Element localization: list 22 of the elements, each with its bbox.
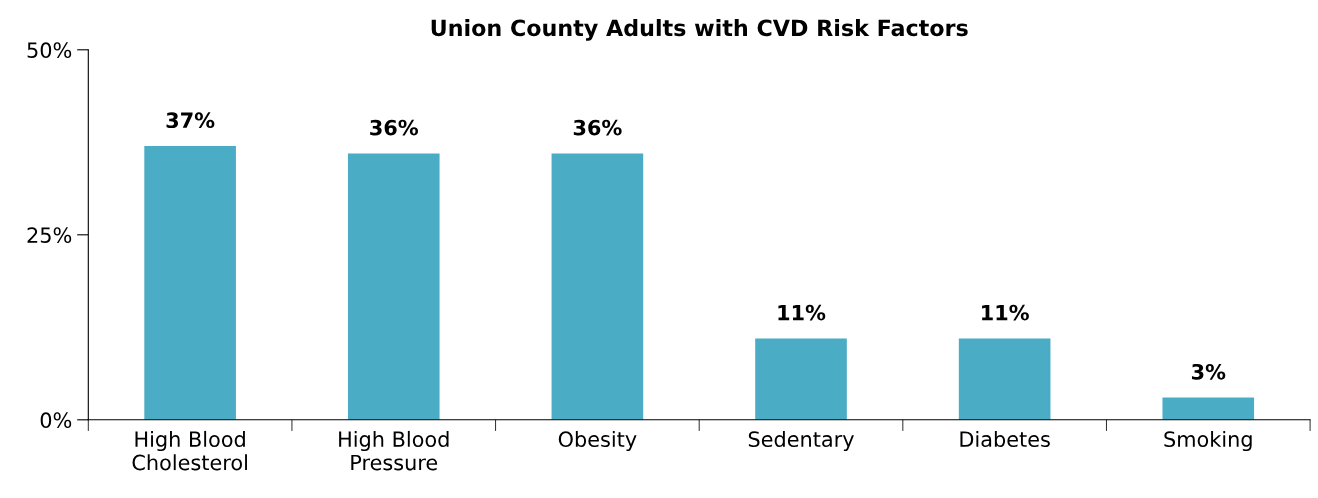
x-tick-label: Sedentary xyxy=(748,430,854,452)
bar xyxy=(958,338,1051,420)
bar xyxy=(144,146,236,420)
bar xyxy=(755,338,847,420)
bar xyxy=(347,153,440,420)
x-tick-label: Smoking xyxy=(1164,430,1252,452)
data-label: 11% xyxy=(982,304,1029,321)
chart-title: Union County Adults with CVD Risk Factors xyxy=(431,19,968,41)
bar xyxy=(1162,397,1255,420)
x-tick-label: Diabetes xyxy=(960,430,1050,448)
data-label: 36% xyxy=(370,119,419,136)
y-tick-label: 25% xyxy=(27,227,72,244)
data-label: 11% xyxy=(778,304,826,321)
y-tick-label: 50% xyxy=(27,42,72,59)
x-tick-label: High Blood Cholesterol xyxy=(132,430,247,471)
data-label: 37% xyxy=(166,112,215,129)
bar xyxy=(551,153,644,420)
data-label: 36% xyxy=(573,119,622,136)
data-label: 3% xyxy=(1191,363,1226,380)
x-tick-label: Obesity xyxy=(558,430,637,452)
x-tick-label: High Blood Pressure xyxy=(339,430,449,471)
y-tick-label: 0% xyxy=(40,412,72,429)
